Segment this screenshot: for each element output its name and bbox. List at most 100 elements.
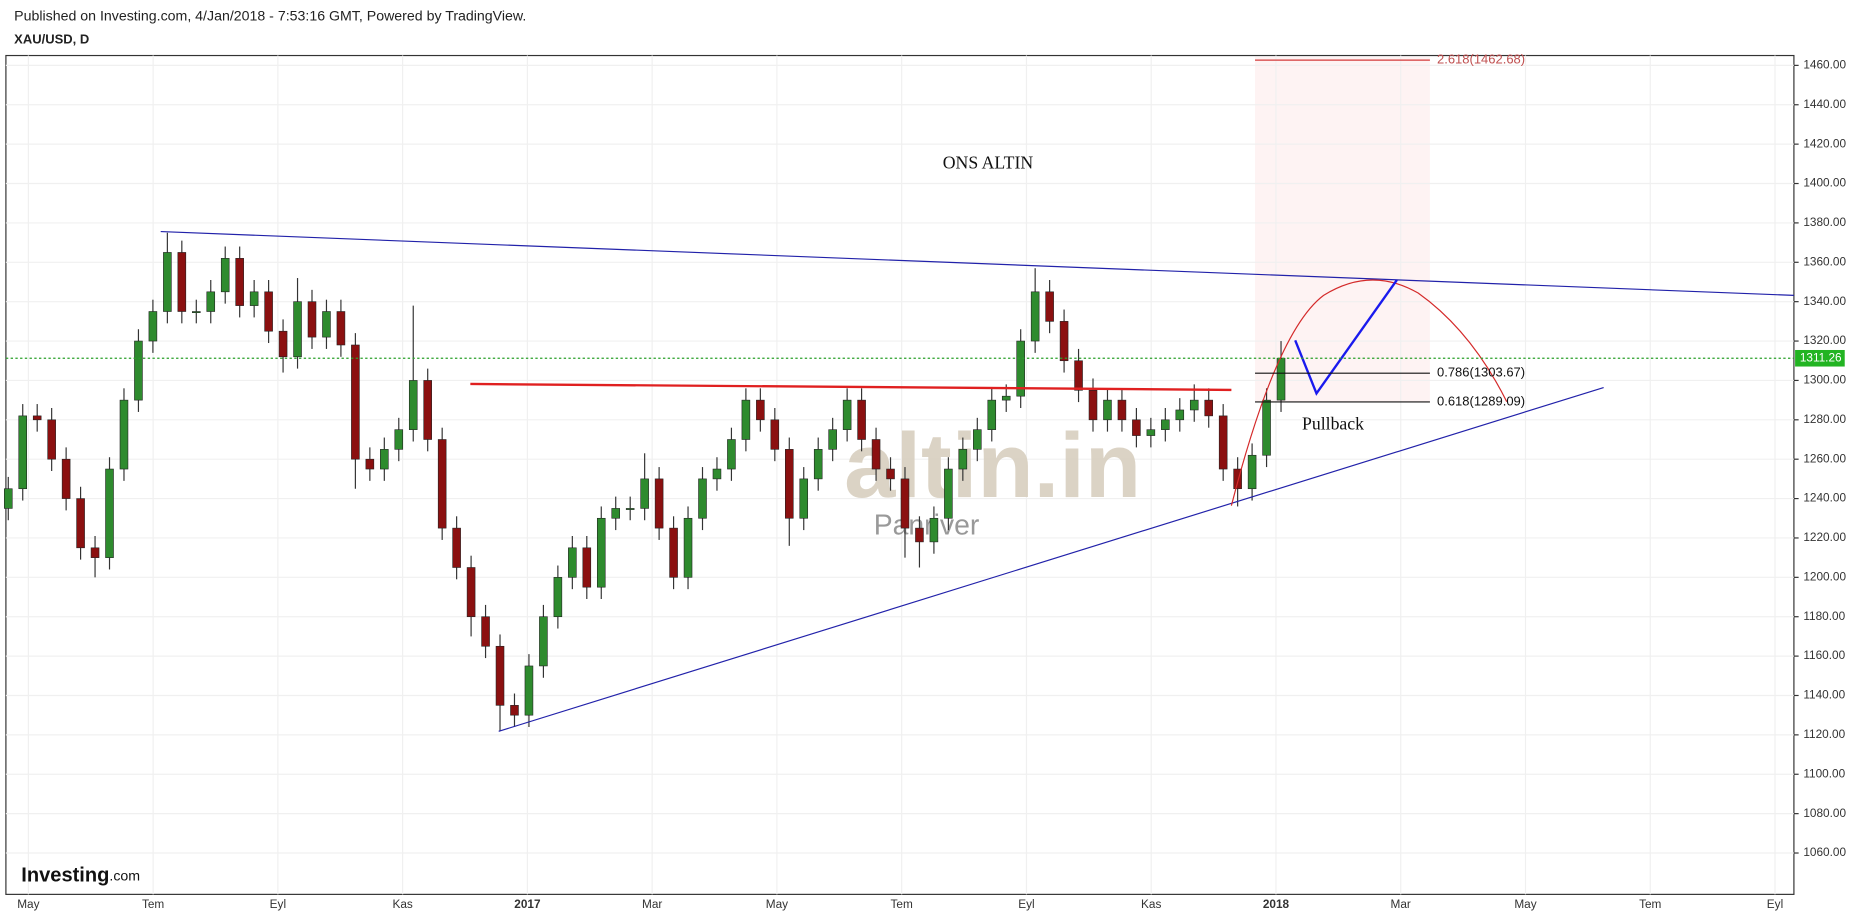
y-tick-label: 1160.00 <box>1803 648 1845 662</box>
y-tick-label: 1460.00 <box>1803 58 1846 72</box>
candle-body <box>1059 321 1069 362</box>
header: Published on Investing.com, 4/Jan/2018 -… <box>14 8 526 24</box>
candle-body <box>1276 357 1286 401</box>
candle-body <box>380 449 389 470</box>
x-tick-label: May <box>1514 897 1536 911</box>
candles <box>3 232 1286 731</box>
candle-body <box>32 415 42 421</box>
candle-body <box>365 458 375 470</box>
candle-body <box>1001 395 1011 401</box>
resistance-line <box>470 382 1232 392</box>
candle-body <box>148 311 158 342</box>
candle-body <box>654 478 664 529</box>
x-tick-label: May <box>17 897 39 911</box>
candle-body <box>264 291 273 332</box>
axes: 1060.00 1080.00 1100.00 1120.00 1140.00 1160.… <box>5 58 1846 911</box>
projection-arc <box>1230 279 1508 506</box>
y-tick-label: 1140.00 <box>1803 688 1845 702</box>
candle-body <box>177 252 187 312</box>
annotation: ONS ALTIN <box>943 152 1034 172</box>
candle-body <box>1262 399 1271 456</box>
x-tick-label: Tem <box>891 897 913 911</box>
x-tick-label: 2017 <box>514 897 541 911</box>
candle-body <box>76 498 85 549</box>
candle-body <box>640 478 649 509</box>
candle-body <box>871 439 881 470</box>
pullback-label: Pullback <box>1302 413 1364 433</box>
candle-body <box>61 458 71 499</box>
candle-body <box>727 439 736 470</box>
candle-body <box>1175 409 1185 421</box>
candle-body <box>134 340 143 401</box>
watermark: altin.in <box>844 414 1141 517</box>
candle-body <box>524 665 534 716</box>
candle-body <box>1103 399 1112 421</box>
plot-frame <box>5 54 1795 895</box>
candle-body <box>1030 291 1040 342</box>
candle-body <box>192 311 201 313</box>
y-tick-label: 1280.00 <box>1803 412 1846 426</box>
candle-body <box>293 301 302 358</box>
candle-body <box>1189 399 1199 411</box>
x-tick-label: Eyl <box>1767 897 1783 911</box>
candle-body <box>596 517 606 588</box>
candle-body <box>3 488 13 509</box>
candle-body <box>235 258 244 306</box>
candle-body <box>220 258 230 293</box>
candle-body <box>466 567 476 618</box>
candle-body <box>785 449 794 519</box>
y-tick-label: 1200.00 <box>1803 569 1846 583</box>
candle-body <box>423 380 432 440</box>
y-tick-label: 1420.00 <box>1803 136 1846 150</box>
candle-body <box>741 399 751 440</box>
y-tick-label: 1180.00 <box>1803 609 1845 623</box>
candle-body <box>886 468 895 480</box>
candle-body <box>322 311 331 338</box>
grid <box>5 55 1794 895</box>
x-tick-label: Eyl <box>270 897 286 911</box>
y-tick-label: 1100.00 <box>1803 766 1845 780</box>
candle-body <box>582 547 592 588</box>
y-tick-label: 1320.00 <box>1803 333 1846 347</box>
y-tick-label: 1240.00 <box>1803 491 1846 505</box>
upper-trendline <box>160 230 1794 296</box>
candle-body <box>119 399 129 470</box>
y-tick-label: 1400.00 <box>1803 176 1846 190</box>
candle-body <box>1117 399 1127 421</box>
y-tick-label: 1380.00 <box>1803 215 1846 229</box>
y-tick-label: 1080.00 <box>1803 806 1846 820</box>
candle-body <box>1132 419 1141 436</box>
x-tick-label: Kas <box>392 897 412 911</box>
candle-body <box>625 508 635 510</box>
y-tick-label: 1440.00 <box>1803 97 1846 111</box>
x-tick-label: Tem <box>142 897 164 911</box>
y-tick-label: 1300.00 <box>1803 373 1846 387</box>
candle-body <box>1074 360 1083 391</box>
candle-body <box>813 449 823 480</box>
last-price-tag <box>1795 349 1845 367</box>
lower-trendline <box>498 386 1604 732</box>
candle-body <box>163 252 172 312</box>
logo: Investing.com <box>21 865 140 887</box>
x-tick-label: Mar <box>1391 897 1411 911</box>
candle-body <box>799 478 809 519</box>
y-tick-label: 1340.00 <box>1803 294 1846 308</box>
candle-body <box>307 301 317 338</box>
candle-body <box>915 527 924 543</box>
candle-body <box>278 330 288 358</box>
candle-body <box>90 547 100 558</box>
candle-body <box>553 577 563 618</box>
candle-body <box>842 399 852 430</box>
y-tick-label: 1220.00 <box>1803 530 1846 544</box>
fib-label: 2.618(1462.68) <box>1437 52 1525 67</box>
x-tick-label: Mar <box>642 897 662 911</box>
candle-body <box>611 508 620 519</box>
candle-body <box>1045 291 1054 322</box>
fib-label: 0.618(1289.09) <box>1437 393 1525 408</box>
candle-body <box>539 616 548 667</box>
x-tick-label: Tem <box>1639 897 1661 911</box>
candle-body <box>336 311 346 346</box>
candle-body <box>105 468 114 558</box>
y-tick-label: 1360.00 <box>1803 254 1846 268</box>
